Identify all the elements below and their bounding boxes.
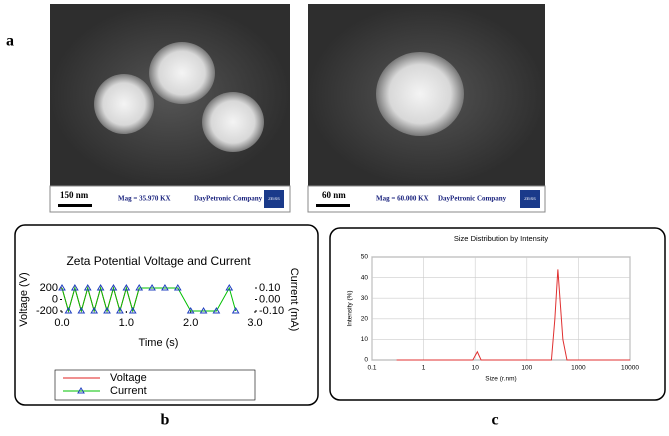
marker bbox=[109, 284, 118, 291]
marker bbox=[77, 307, 86, 314]
x-tick-label: 100 bbox=[521, 365, 532, 372]
micrograph: 60 nm Mag = 60.000 KX DayPetronic Compan… bbox=[307, 4, 546, 213]
x-tick-label: 1.0 bbox=[119, 317, 134, 329]
logo: ZEISS bbox=[268, 196, 280, 201]
x-axis-label: Size (r.nm) bbox=[485, 376, 516, 383]
company: DayPetronic Company bbox=[194, 195, 263, 203]
chart-title: Zeta Potential Voltage and Current bbox=[66, 254, 251, 268]
x-tick-label: 10000 bbox=[621, 365, 639, 372]
x-tick-label: 10 bbox=[472, 365, 480, 372]
scale-bar: 150 nm bbox=[60, 190, 89, 200]
marker bbox=[103, 307, 111, 314]
y-tick-label: 50 bbox=[361, 254, 369, 261]
marker bbox=[128, 307, 137, 314]
panel-frame bbox=[14, 224, 319, 406]
y-tick-label: 40 bbox=[361, 274, 369, 281]
plot-area bbox=[371, 256, 631, 361]
y2-tick-label: 0.10 bbox=[259, 282, 280, 294]
marker bbox=[212, 307, 221, 314]
legend-label: Voltage bbox=[110, 372, 147, 384]
y-axis-label: Intensity (%) bbox=[347, 290, 354, 326]
y2-axis-label: Current (mA) bbox=[288, 268, 300, 332]
y2-tick-label: 0.00 bbox=[259, 293, 280, 305]
scale-bar: 60 nm bbox=[322, 190, 346, 200]
marker bbox=[135, 284, 144, 291]
legend-box bbox=[54, 369, 256, 401]
x-tick-label: 1000 bbox=[571, 365, 586, 372]
y-tick-label: 0 bbox=[52, 293, 58, 305]
y2-tick-label: -0.10 bbox=[259, 305, 284, 317]
y-tick-label: -200 bbox=[36, 305, 58, 317]
y-tick-label: 10 bbox=[361, 336, 369, 343]
marker bbox=[83, 284, 92, 291]
x-axis-label: Time (s) bbox=[139, 337, 179, 349]
panel-label: b bbox=[161, 412, 170, 429]
x-tick-label: 2.0 bbox=[183, 317, 198, 329]
y-tick-label: 20 bbox=[361, 316, 369, 323]
marker bbox=[225, 284, 234, 291]
marker bbox=[90, 307, 99, 314]
marker bbox=[64, 307, 73, 314]
logo: ZEISS bbox=[524, 196, 536, 201]
chart-title: Size Distribution by Intensity bbox=[454, 234, 548, 243]
x-tick-label: 1 bbox=[422, 365, 426, 372]
marker bbox=[122, 284, 131, 291]
marker bbox=[231, 307, 240, 314]
marker bbox=[58, 284, 66, 291]
micrograph: 150 nm Mag = 35.970 KX DayPetronic Compa… bbox=[49, 4, 291, 213]
series-line bbox=[396, 269, 630, 361]
magnification: Mag = 60.000 KX bbox=[376, 195, 429, 203]
marker bbox=[161, 284, 169, 291]
panel-frame bbox=[329, 227, 666, 401]
x-tick-label: 0.1 bbox=[367, 365, 376, 372]
marker bbox=[96, 284, 105, 291]
x-tick-label: 3.0 bbox=[247, 317, 262, 329]
y-axis-label: Voltage (V) bbox=[18, 272, 30, 326]
y-tick-label: 30 bbox=[361, 295, 369, 302]
marker bbox=[148, 284, 156, 291]
series-line bbox=[61, 286, 237, 313]
y-tick-label: 200 bbox=[40, 282, 58, 294]
marker bbox=[199, 307, 208, 314]
panel-label: c bbox=[491, 412, 498, 429]
y-tick-label: 0 bbox=[364, 357, 368, 364]
panel-label: a bbox=[6, 33, 14, 50]
x-tick-label: 0.0 bbox=[54, 317, 69, 329]
magnification: Mag = 35.970 KX bbox=[118, 195, 171, 203]
marker bbox=[116, 307, 124, 314]
marker bbox=[70, 284, 79, 291]
marker bbox=[173, 284, 182, 291]
legend-marker bbox=[77, 387, 85, 394]
marker bbox=[186, 307, 195, 314]
company: DayPetronic Company bbox=[438, 195, 507, 203]
legend-label: Current bbox=[110, 385, 147, 397]
